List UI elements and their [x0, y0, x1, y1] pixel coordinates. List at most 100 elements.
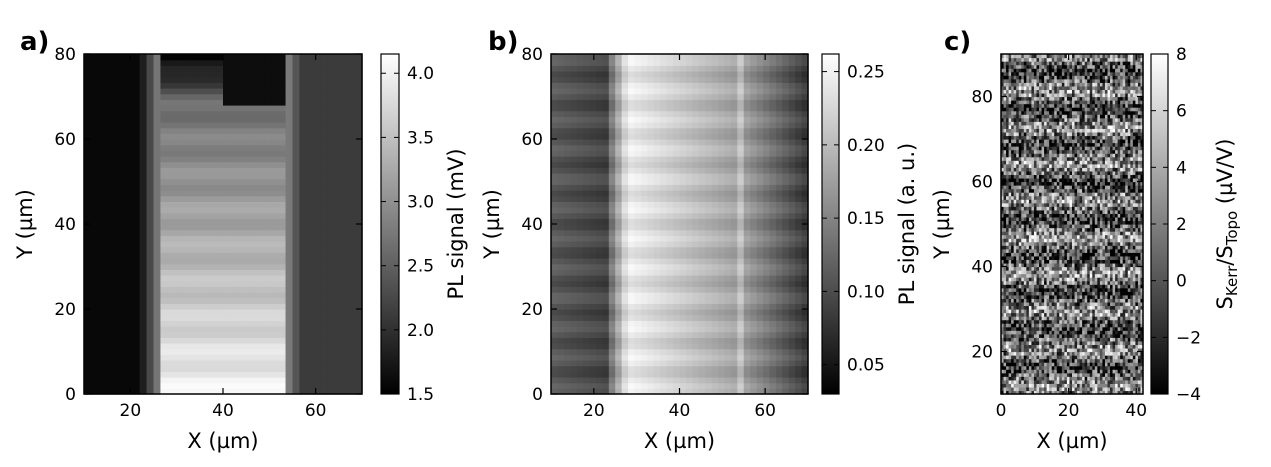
heatmap-cell — [216, 382, 224, 389]
heatmap-cell — [299, 93, 307, 100]
heatmap-cell — [146, 354, 155, 361]
heatmap-cell — [271, 207, 280, 214]
heatmap-cell — [608, 139, 616, 146]
heatmap-cell — [788, 377, 796, 384]
heatmap-cell — [608, 286, 616, 293]
heatmap-cell — [595, 377, 603, 384]
heatmap-cell — [104, 337, 113, 344]
heatmap-cell — [84, 269, 92, 276]
heatmap-cell — [551, 161, 559, 168]
heatmap-cell — [188, 195, 196, 202]
heatmap-cell — [602, 71, 610, 78]
heatmap-cell — [84, 326, 92, 333]
heatmap-cell — [250, 127, 259, 134]
heatmap-cell — [160, 122, 168, 129]
heatmap-cell — [737, 127, 745, 134]
heatmap-cell — [621, 275, 629, 282]
heatmap-cell — [743, 167, 751, 174]
heatmap-cell — [673, 71, 681, 78]
heatmap-cell — [313, 133, 321, 140]
heatmap-cell — [634, 218, 642, 225]
heatmap-cell — [692, 371, 700, 378]
heatmap-cell — [90, 161, 99, 168]
heatmap-cell — [563, 59, 571, 66]
heatmap-cell — [743, 178, 751, 185]
heatmap-cell — [84, 207, 92, 214]
heatmap-cell — [615, 303, 623, 310]
heatmap-cell — [583, 127, 591, 134]
heatmap-cell — [1001, 89, 1005, 94]
heatmap-cell — [737, 241, 745, 248]
heatmap-cell — [188, 246, 196, 253]
heatmap-cell — [132, 348, 141, 355]
heatmap-cell — [306, 65, 314, 72]
heatmap-cell — [660, 303, 668, 310]
heatmap-cell — [801, 365, 809, 372]
heatmap-cell — [153, 303, 162, 310]
heatmap-cell — [320, 382, 328, 389]
heatmap-cell — [202, 343, 210, 350]
heatmap-cell — [236, 360, 245, 367]
heatmap-cell — [795, 303, 803, 310]
heatmap-cell — [243, 116, 252, 123]
heatmap-cell — [628, 246, 636, 253]
heatmap-cell — [775, 343, 783, 350]
heatmap-cell — [602, 99, 610, 106]
heatmap-cell — [795, 343, 803, 350]
heatmap-cell — [756, 110, 764, 117]
heatmap-cell — [685, 275, 693, 282]
heatmap-cell — [718, 127, 726, 134]
heatmap-cell — [278, 229, 287, 236]
heatmap-cell — [278, 275, 287, 282]
heatmap-cell — [595, 93, 603, 100]
heatmap-cell — [236, 207, 245, 214]
heatmap-cell — [615, 343, 623, 350]
heatmap-cell — [223, 388, 231, 395]
heatmap-cell — [595, 88, 603, 95]
heatmap-cell — [743, 54, 751, 61]
heatmap-cell — [264, 377, 273, 384]
heatmap-cell — [589, 354, 597, 361]
heatmap-cell — [679, 167, 687, 174]
heatmap-cell — [341, 184, 349, 191]
heatmap-cell — [257, 201, 266, 208]
heatmap-cell — [698, 54, 706, 61]
heatmap-cell — [563, 331, 571, 338]
heatmap-cell — [724, 388, 732, 395]
heatmap-cell — [139, 71, 148, 78]
heatmap-cell — [181, 297, 189, 304]
heatmap-cell — [743, 116, 751, 123]
heatmap-cell — [1001, 110, 1005, 115]
heatmap-cell — [756, 382, 764, 389]
heatmap-cell — [320, 218, 328, 225]
heatmap-cell — [264, 127, 273, 134]
heatmap-cell — [271, 229, 280, 236]
heatmap-cell — [216, 110, 224, 117]
heatmap-cell — [653, 252, 661, 259]
heatmap-cell — [250, 377, 259, 384]
heatmap-cell — [195, 252, 203, 259]
heatmap-cell — [634, 343, 642, 350]
heatmap-cell — [285, 348, 294, 355]
heatmap-cell — [692, 343, 700, 350]
heatmap-cell — [788, 167, 796, 174]
heatmap-cell — [724, 269, 732, 276]
heatmap-cell — [174, 127, 182, 134]
heatmap-cell — [679, 161, 687, 168]
heatmap-cell — [660, 116, 668, 123]
heatmap-cell — [188, 173, 196, 180]
heatmap-cell — [125, 218, 134, 225]
heatmap-cell — [341, 167, 349, 174]
heatmap-cell — [763, 76, 771, 83]
heatmap-cell — [628, 173, 636, 180]
heatmap-cell — [209, 178, 217, 185]
heatmap-cell — [679, 105, 687, 112]
heatmap-cell — [216, 343, 224, 350]
heatmap-cell — [647, 365, 655, 372]
heatmap-cell — [223, 88, 231, 95]
heatmap-cell — [139, 178, 148, 185]
heatmap-cell — [647, 303, 655, 310]
heatmap-cell — [97, 144, 106, 151]
heatmap-cell — [271, 343, 280, 350]
heatmap-cell — [576, 331, 584, 338]
